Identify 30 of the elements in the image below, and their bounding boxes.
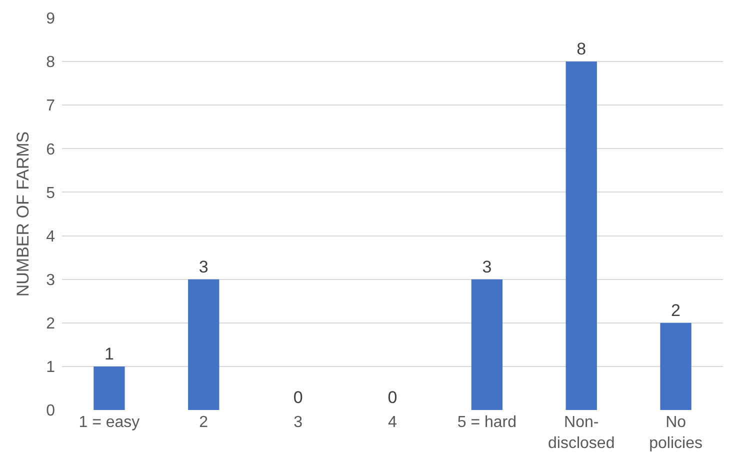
bar xyxy=(660,322,692,410)
x-tick-label: 1 = easy xyxy=(78,414,140,431)
x-tick-label: Non- disclosed xyxy=(548,414,615,452)
bar xyxy=(94,366,125,410)
y-tick-label: 2 xyxy=(46,315,56,332)
data-label: 0 xyxy=(388,388,398,407)
data-label: 2 xyxy=(671,300,681,320)
bar xyxy=(471,279,503,410)
y-tick-label: 8 xyxy=(46,54,56,72)
y-tick-label: 0 xyxy=(46,402,56,420)
x-tick-label: 5 = hard xyxy=(457,414,517,431)
data-label: 8 xyxy=(576,40,586,59)
y-tick-label: 3 xyxy=(46,272,56,289)
y-tick-label: 5 xyxy=(46,184,56,202)
bar xyxy=(566,62,597,410)
data-label: 3 xyxy=(482,257,492,276)
y-tick-label: 4 xyxy=(46,228,56,246)
y-tick-label: 1 xyxy=(46,359,56,376)
x-tick-label: 3 xyxy=(294,414,303,431)
y-tick-label: 7 xyxy=(46,98,56,115)
bar xyxy=(188,279,220,410)
data-label: 1 xyxy=(104,344,114,364)
x-tick-label: No policies xyxy=(649,414,702,452)
x-tick-label: 2 xyxy=(199,414,208,431)
data-label: 3 xyxy=(198,257,208,276)
x-tick-label: 4 xyxy=(388,414,398,431)
y-axis-title: NUMBER OF FARMS xyxy=(14,131,33,297)
data-label: 0 xyxy=(293,388,303,407)
y-tick-label: 9 xyxy=(46,10,56,28)
y-tick-label: 6 xyxy=(46,141,56,158)
